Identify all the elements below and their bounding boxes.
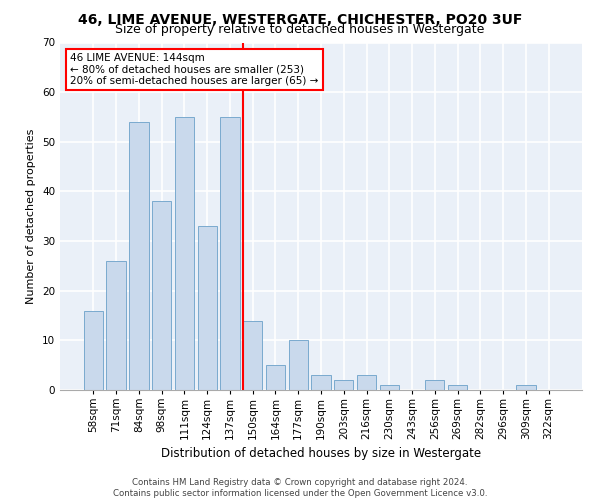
X-axis label: Distribution of detached houses by size in Westergate: Distribution of detached houses by size …	[161, 448, 481, 460]
Text: Contains HM Land Registry data © Crown copyright and database right 2024.
Contai: Contains HM Land Registry data © Crown c…	[113, 478, 487, 498]
Bar	[448, 385, 467, 390]
Bar	[175, 117, 194, 390]
Bar	[289, 340, 308, 390]
Bar	[106, 261, 126, 390]
Bar	[152, 202, 172, 390]
Bar	[266, 365, 285, 390]
Bar	[220, 117, 239, 390]
Bar	[357, 375, 376, 390]
Bar	[334, 380, 353, 390]
Bar	[425, 380, 445, 390]
Text: 46 LIME AVENUE: 144sqm
← 80% of detached houses are smaller (253)
20% of semi-de: 46 LIME AVENUE: 144sqm ← 80% of detached…	[70, 53, 319, 86]
Bar	[380, 385, 399, 390]
Bar	[197, 226, 217, 390]
Bar	[129, 122, 149, 390]
Bar	[243, 320, 262, 390]
Bar	[84, 310, 103, 390]
Bar	[311, 375, 331, 390]
Text: 46, LIME AVENUE, WESTERGATE, CHICHESTER, PO20 3UF: 46, LIME AVENUE, WESTERGATE, CHICHESTER,…	[78, 12, 522, 26]
Y-axis label: Number of detached properties: Number of detached properties	[26, 128, 37, 304]
Text: Size of property relative to detached houses in Westergate: Size of property relative to detached ho…	[115, 22, 485, 36]
Bar	[516, 385, 536, 390]
